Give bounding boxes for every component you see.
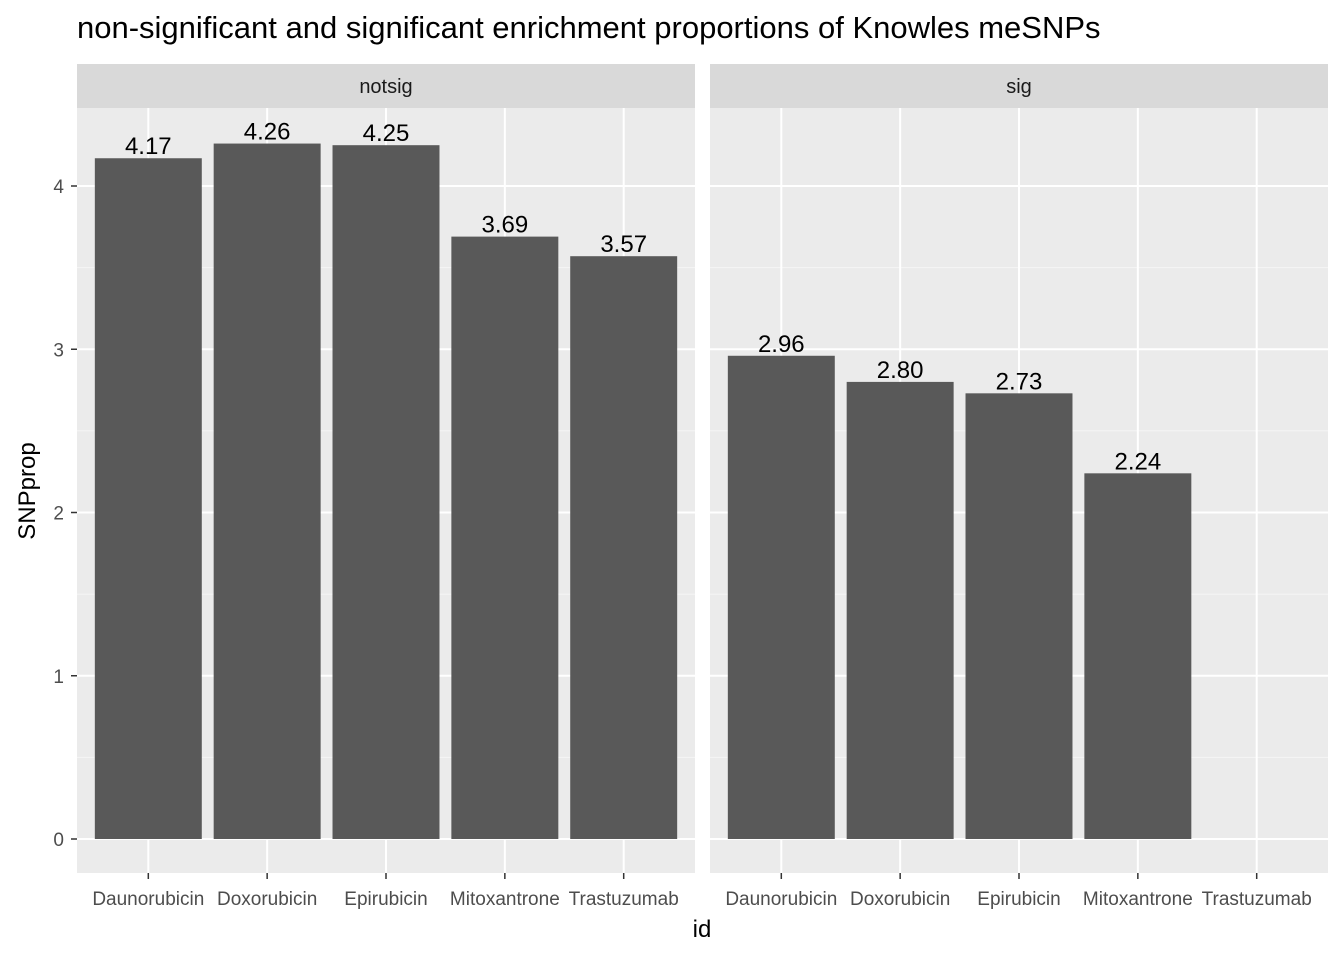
- y-tick-label: 1: [53, 667, 64, 688]
- data-label: 3.69: [481, 212, 528, 239]
- facet-strip-label: notsig: [359, 76, 412, 98]
- y-tick-label: 3: [53, 340, 64, 361]
- x-tick-label: Trastuzumab: [569, 889, 679, 910]
- data-label: 3.57: [600, 231, 647, 258]
- y-tick-label: 2: [53, 504, 64, 525]
- x-tick-label: Trastuzumab: [1202, 889, 1312, 910]
- bar-notsig-epirubicin: [332, 145, 440, 839]
- data-label: 2.96: [758, 331, 805, 358]
- facet-strip-label: sig: [1006, 76, 1032, 98]
- bar-notsig-mitoxantrone: [451, 236, 559, 840]
- bar-notsig-daunorubicin: [94, 158, 202, 839]
- facet-strip-sig: [710, 64, 1328, 108]
- y-tick-label: 0: [53, 830, 64, 851]
- data-label: 4.25: [363, 120, 410, 147]
- chart-title: non-significant and significant enrichme…: [77, 10, 1101, 45]
- x-tick-label: Mitoxantrone: [450, 889, 560, 910]
- facet-strip-notsig: [77, 64, 695, 108]
- y-tick-label: 4: [53, 177, 64, 198]
- data-label: 2.80: [877, 357, 924, 384]
- x-axis-label: id: [692, 916, 712, 943]
- x-tick-label: Mitoxantrone: [1083, 889, 1193, 910]
- x-tick-label: Daunorubicin: [725, 889, 837, 910]
- bar-sig-mitoxantrone: [1084, 473, 1192, 839]
- data-label: 4.17: [125, 133, 172, 160]
- x-tick-label: Epirubicin: [344, 889, 427, 910]
- data-label: 4.26: [244, 119, 291, 146]
- bar-notsig-doxorubicin: [213, 143, 321, 839]
- data-label: 2.73: [996, 368, 1043, 395]
- x-tick-label: Doxorubicin: [850, 889, 950, 910]
- x-tick-label: Daunorubicin: [92, 889, 204, 910]
- data-label: 2.24: [1114, 448, 1161, 475]
- bar-sig-daunorubicin: [727, 355, 835, 839]
- x-tick-label: Doxorubicin: [217, 889, 317, 910]
- bar-sig-doxorubicin: [846, 381, 954, 839]
- x-tick-label: Epirubicin: [977, 889, 1060, 910]
- bar-notsig-trastuzumab: [570, 256, 678, 839]
- bar-sig-epirubicin: [965, 393, 1073, 839]
